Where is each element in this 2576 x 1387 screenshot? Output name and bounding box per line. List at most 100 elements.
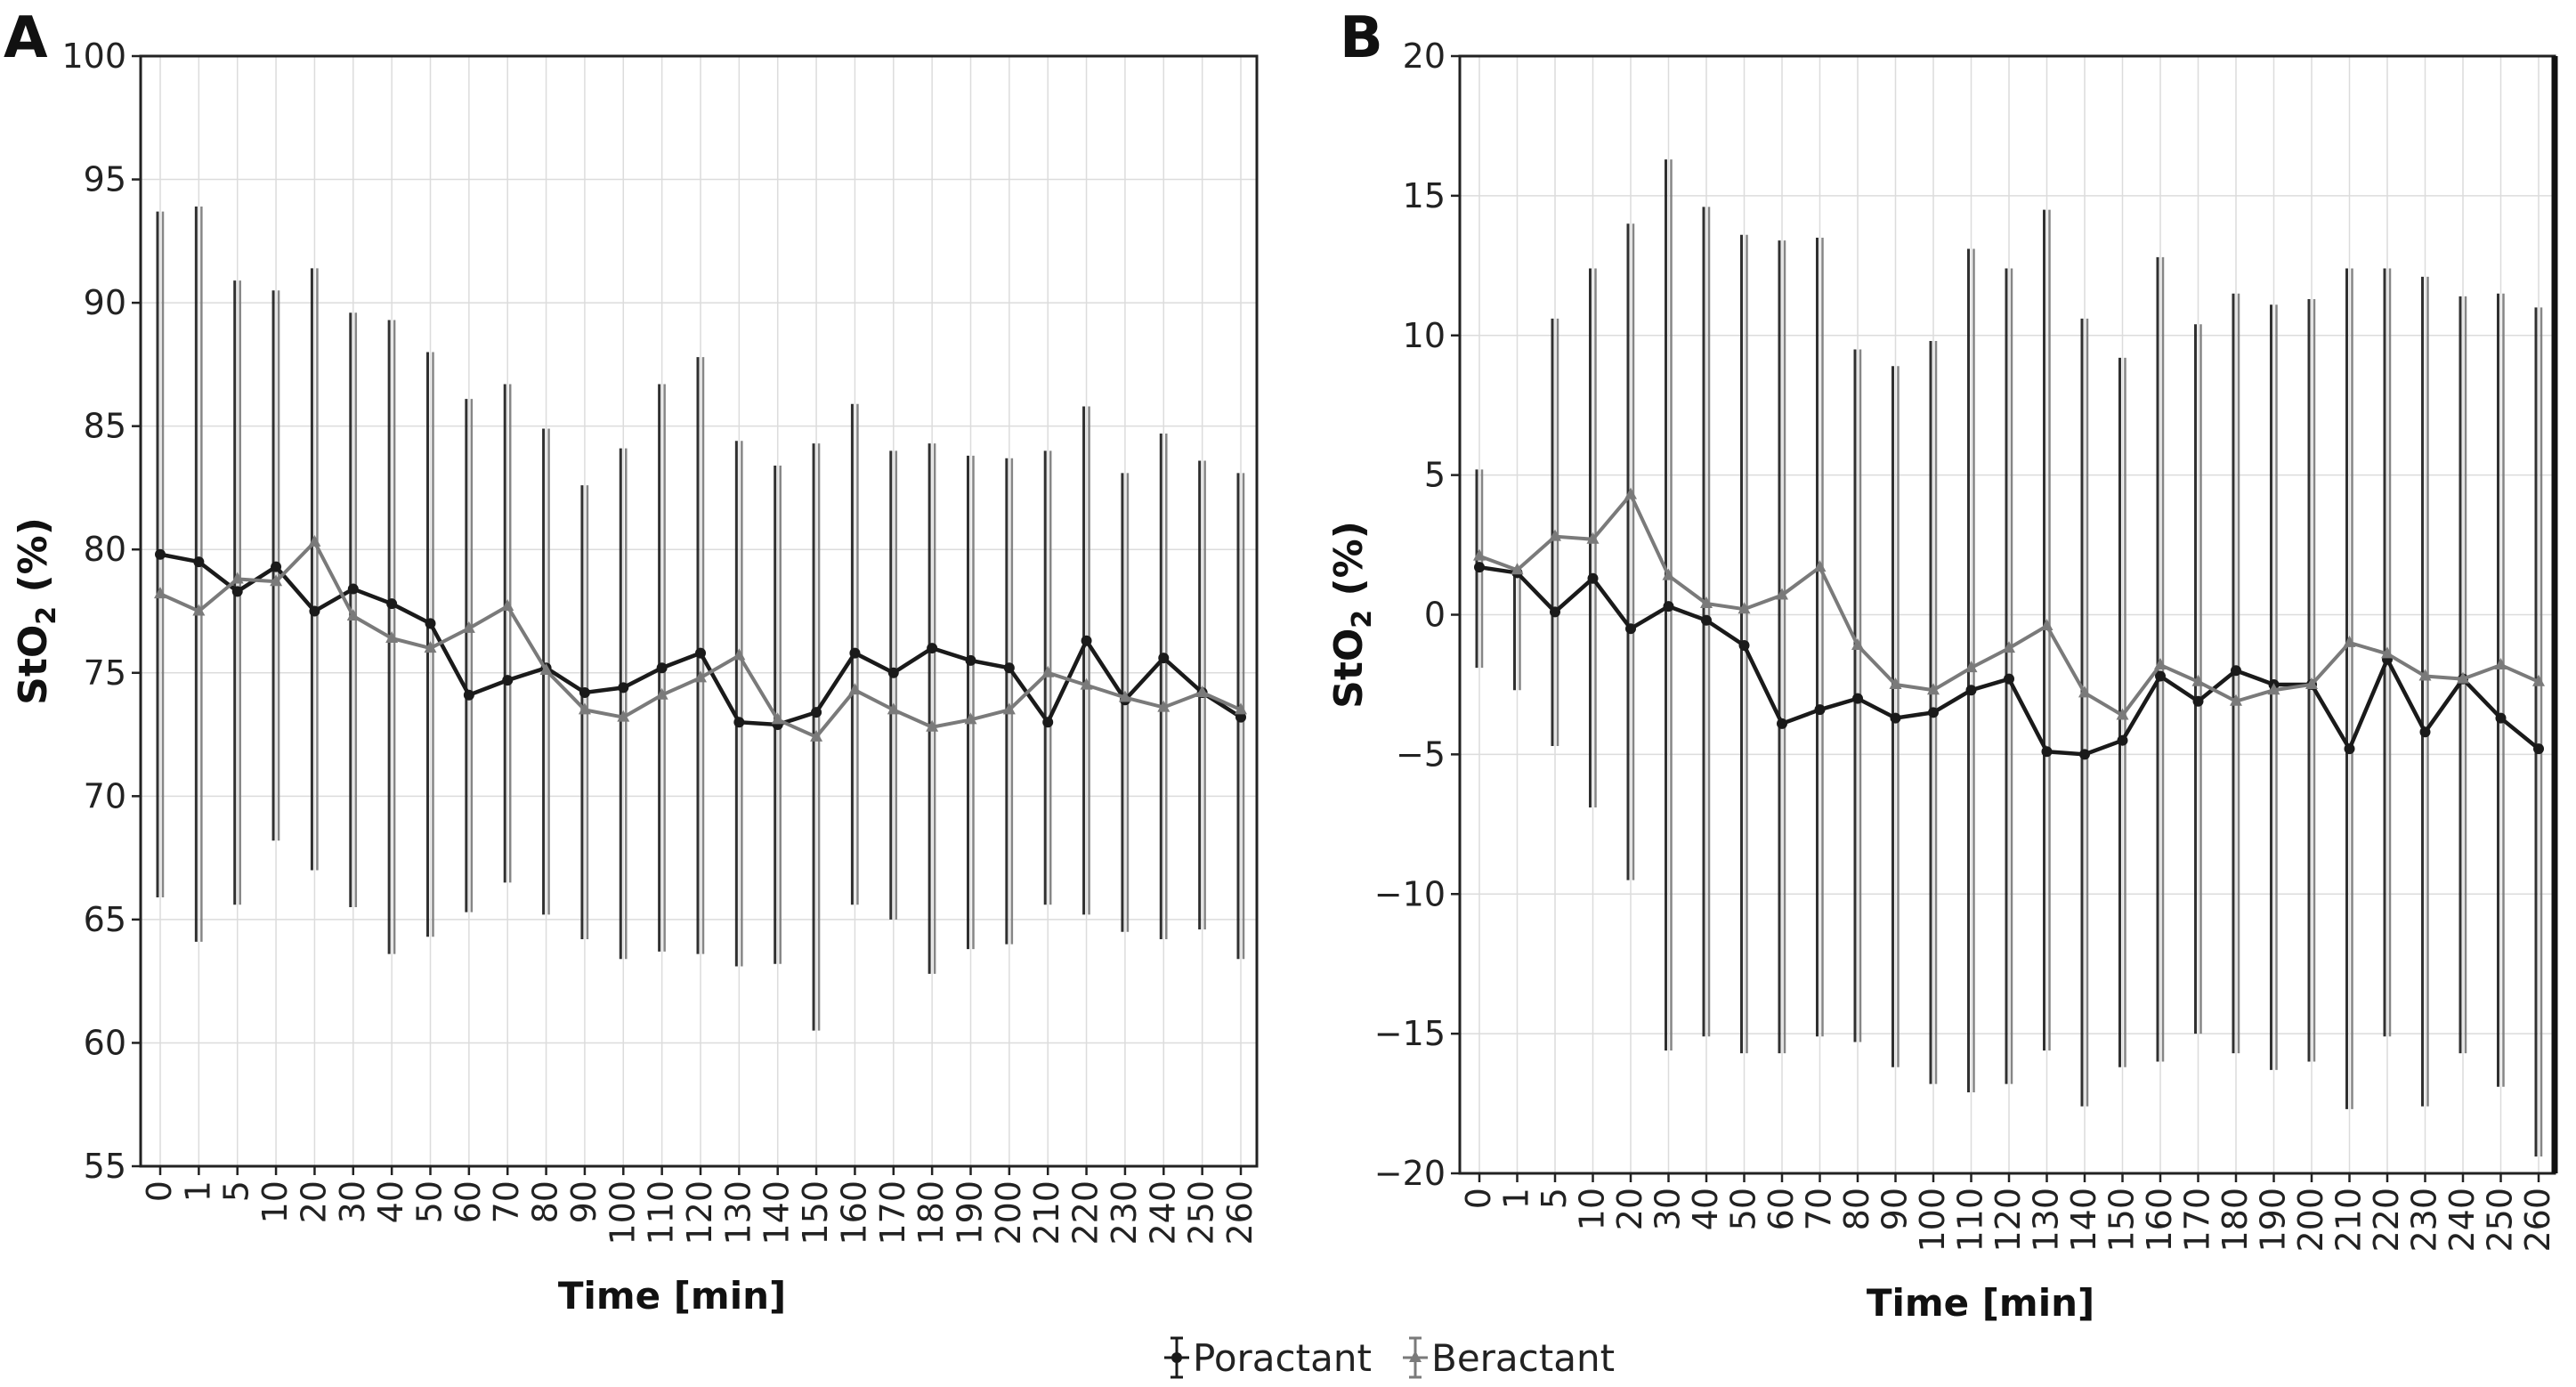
x-tick-label: 240 — [1143, 1180, 1182, 1245]
x-tick-label: 90 — [1875, 1188, 1915, 1230]
x-tick-label: 60 — [449, 1180, 488, 1223]
x-tick-label: 200 — [2291, 1188, 2330, 1253]
data-point-poractant — [2004, 673, 2014, 685]
y-tick-label: 60 — [84, 1023, 126, 1062]
data-point-poractant — [1701, 614, 1712, 626]
data-point-poractant — [1738, 640, 1750, 652]
data-point-beractant — [462, 620, 475, 633]
x-tick-label: 10 — [255, 1180, 295, 1223]
x-tick-label: 1 — [178, 1180, 217, 1202]
x-axis-title: Time [min] — [1867, 1281, 2094, 1325]
x-tick-label: 240 — [2442, 1188, 2482, 1253]
x-tick-label: 110 — [642, 1180, 681, 1245]
data-point-beractant — [1776, 588, 1788, 600]
data-point-poractant — [1852, 693, 1863, 704]
data-point-beractant — [1118, 690, 1131, 702]
data-point-beractant — [1851, 638, 1864, 651]
y-tick-label: 100 — [61, 36, 126, 76]
x-tick-label: 20 — [294, 1180, 333, 1223]
data-point-poractant — [656, 662, 668, 674]
x-tick-label: 180 — [911, 1180, 951, 1245]
y-tick-label: −5 — [1396, 734, 1446, 774]
data-point-beractant — [1473, 548, 1486, 561]
y-axis-title: StO2 (%) — [11, 517, 62, 705]
legend-marker-beractant — [1409, 1350, 1422, 1362]
data-point-beractant — [1235, 702, 1247, 715]
data-point-poractant — [231, 586, 243, 597]
x-tick-label: 250 — [2481, 1188, 2520, 1253]
plot-frame — [139, 54, 1259, 1168]
data-point-beractant — [655, 687, 668, 700]
data-point-poractant — [1890, 712, 1901, 724]
x-tick-label: 30 — [333, 1180, 372, 1223]
legend-marker-poractant — [1171, 1352, 1182, 1363]
data-point-poractant — [1474, 562, 1485, 573]
y-axis-title: StO2 (%) — [1326, 521, 1378, 709]
data-point-poractant — [1550, 606, 1560, 618]
x-tick-label: 50 — [1724, 1188, 1763, 1230]
x-tick-label: 0 — [140, 1180, 179, 1202]
data-point-beractant — [1586, 531, 1600, 544]
y-axis-title-unit: (%) — [1326, 521, 1372, 610]
data-point-beractant — [2418, 669, 2432, 681]
data-point-beractant — [192, 604, 206, 616]
x-tick-label: 30 — [1648, 1188, 1688, 1230]
data-point-beractant — [964, 712, 977, 725]
x-tick-label: 90 — [564, 1180, 603, 1223]
data-point-beractant — [2191, 674, 2205, 686]
x-tick-label: 170 — [2178, 1188, 2217, 1253]
x-tick-label: 130 — [718, 1180, 757, 1245]
x-tick-label: 210 — [1027, 1180, 1066, 1245]
x-tick-label: 60 — [1762, 1188, 1801, 1230]
data-point-poractant — [155, 548, 166, 560]
legend-label-poractant: Poractant — [1193, 1336, 1372, 1380]
data-point-poractant — [1777, 718, 1787, 729]
x-tick-label: 20 — [1610, 1188, 1649, 1230]
data-point-poractant — [2155, 670, 2166, 682]
x-tick-label: 50 — [410, 1180, 450, 1223]
x-tick-label: 40 — [371, 1180, 410, 1223]
x-tick-label: 250 — [1182, 1180, 1221, 1245]
data-point-beractant — [424, 641, 437, 653]
x-tick-label: 70 — [487, 1180, 526, 1223]
data-point-beractant — [887, 702, 900, 715]
data-point-poractant — [2495, 712, 2507, 724]
data-point-poractant — [386, 598, 398, 610]
data-point-beractant — [926, 719, 939, 732]
data-point-beractant — [1080, 677, 1093, 690]
x-tick-label: 260 — [1220, 1180, 1260, 1245]
data-point-poractant — [1081, 635, 1092, 646]
y-tick-label: 15 — [1403, 176, 1446, 215]
data-point-beractant — [1964, 661, 1978, 673]
data-point-beractant — [578, 702, 591, 715]
data-point-beractant — [848, 683, 862, 695]
y-axis-title-subscript: 2 — [31, 606, 62, 625]
x-tick-label: 160 — [2140, 1188, 2179, 1253]
data-point-beractant — [694, 670, 707, 683]
y-tick-label: −10 — [1374, 874, 1446, 913]
data-point-poractant — [849, 647, 861, 659]
x-tick-label: 230 — [1105, 1180, 1144, 1245]
y-tick-label: 0 — [1424, 596, 1446, 635]
panel-label: A — [4, 5, 48, 71]
y-tick-label: −15 — [1374, 1014, 1446, 1053]
x-tick-label: 140 — [757, 1180, 797, 1245]
x-tick-label: 160 — [834, 1180, 873, 1245]
x-tick-label: 220 — [2367, 1188, 2406, 1253]
x-tick-label: 180 — [2216, 1188, 2255, 1253]
data-point-beractant — [2116, 708, 2129, 720]
data-point-poractant — [1928, 707, 1939, 718]
x-tick-label: 80 — [526, 1180, 565, 1223]
legend-label-beractant: Beractant — [1431, 1336, 1615, 1380]
data-point-poractant — [309, 605, 320, 617]
data-point-beractant — [810, 729, 823, 742]
data-point-beractant — [539, 663, 553, 676]
data-point-beractant — [1157, 700, 1171, 712]
data-point-poractant — [1625, 623, 1636, 635]
data-point-poractant — [2041, 746, 2053, 758]
data-point-poractant — [1965, 685, 1977, 696]
y-tick-label: 65 — [84, 900, 126, 939]
data-point-beractant — [2494, 657, 2507, 669]
x-tick-label: 110 — [1951, 1188, 1990, 1253]
data-point-beractant — [2305, 677, 2318, 689]
